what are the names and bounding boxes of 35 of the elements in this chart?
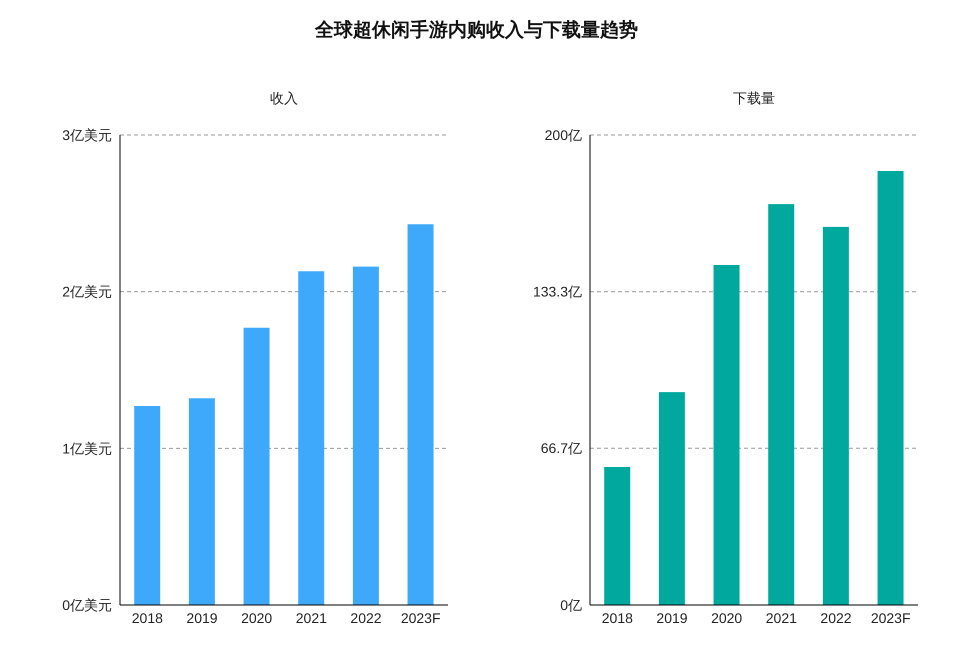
x-tick-label: 2022 bbox=[350, 610, 382, 626]
bar bbox=[134, 406, 160, 605]
bar bbox=[244, 328, 270, 605]
x-tick-label: 2020 bbox=[711, 610, 742, 626]
x-tick-label: 2020 bbox=[241, 610, 272, 626]
chart-subtitle: 收入 bbox=[269, 90, 299, 108]
x-tick-label: 2022 bbox=[820, 610, 852, 626]
bar bbox=[658, 392, 685, 605]
bar bbox=[298, 271, 324, 605]
bar bbox=[352, 266, 379, 605]
x-tick-label: 2018 bbox=[602, 610, 634, 626]
x-tick-label: 2023F bbox=[870, 610, 911, 626]
y-tick-label: 200亿 bbox=[544, 126, 582, 143]
y-tick-label: 3亿美元 bbox=[62, 126, 112, 143]
y-tick-label: 1亿美元 bbox=[62, 440, 112, 456]
x-tick-label: 2018 bbox=[132, 610, 164, 626]
chart-title: 全球超休闲手游内购收入与下载量趋势 bbox=[314, 18, 639, 43]
x-tick-label: 2019 bbox=[186, 610, 218, 626]
bar bbox=[188, 398, 215, 605]
bar bbox=[878, 170, 904, 605]
bar bbox=[604, 467, 630, 605]
x-tick-label: 2021 bbox=[766, 610, 798, 626]
y-tick-label: 0亿 bbox=[560, 596, 582, 613]
y-tick-label: 66.7亿 bbox=[540, 440, 582, 456]
bar bbox=[714, 264, 740, 605]
x-tick-label: 2023F bbox=[400, 610, 441, 626]
bar bbox=[768, 204, 794, 605]
y-tick-label: 2亿美元 bbox=[62, 284, 112, 300]
bar bbox=[408, 224, 434, 605]
chart-subtitle: 下载量 bbox=[732, 90, 776, 108]
x-tick-label: 2019 bbox=[656, 610, 688, 626]
x-tick-label: 2021 bbox=[296, 610, 328, 626]
bar bbox=[822, 226, 849, 605]
y-tick-label: 0亿美元 bbox=[62, 596, 112, 613]
y-tick-label: 133.3亿 bbox=[532, 284, 582, 300]
